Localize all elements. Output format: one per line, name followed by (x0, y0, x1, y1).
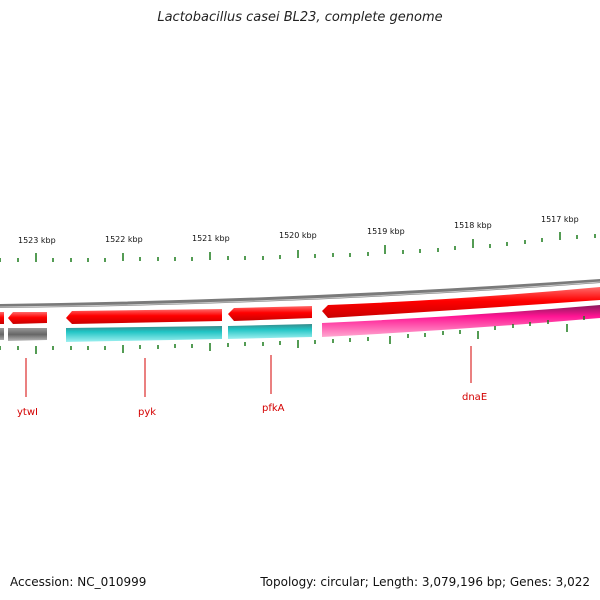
cds-reverse-pfkA[interactable] (228, 324, 312, 339)
cds-forward-dnaE[interactable] (322, 287, 600, 318)
gene-label-ytwI[interactable]: ytwI (17, 407, 38, 418)
map-title: Lactobacillus casei BL23, complete genom… (157, 10, 443, 25)
cds-forward-ytwI[interactable] (8, 312, 47, 324)
cds-forward-pyk[interactable] (66, 309, 222, 324)
tick-label-1521: 1521 kbp (192, 234, 230, 243)
cds-reverse-pyk[interactable] (66, 326, 222, 342)
cds-reverse-gray[interactable] (0, 328, 47, 341)
tick-label-1520: 1520 kbp (279, 231, 317, 240)
outer-ticks (0, 232, 596, 262)
tick-label-1519: 1519 kbp (367, 227, 405, 236)
accession-text: Accession: NC_010999 (10, 575, 147, 589)
cds-reverse-dnaE[interactable] (322, 305, 600, 337)
gene-label-pyk[interactable]: pyk (138, 407, 156, 418)
gene-label-pfkA[interactable]: pfkA (262, 403, 285, 414)
genome-summary-text: Topology: circular; Length: 3,079,196 bp… (260, 575, 590, 589)
gene-label-dnaE[interactable]: dnaE (462, 392, 487, 403)
gene-leader-lines (25, 346, 472, 397)
tick-label-1523: 1523 kbp (18, 236, 56, 245)
tick-label-1517: 1517 kbp (541, 215, 579, 224)
tick-label-1518: 1518 kbp (454, 221, 492, 230)
tick-label-1522: 1522 kbp (105, 235, 143, 244)
cds-forward-1[interactable] (0, 312, 4, 324)
cds-forward-pfkA[interactable] (228, 306, 312, 321)
backbone-track (0, 279, 600, 308)
inner-ticks (0, 316, 585, 354)
backbone-highlight (0, 281, 600, 308)
